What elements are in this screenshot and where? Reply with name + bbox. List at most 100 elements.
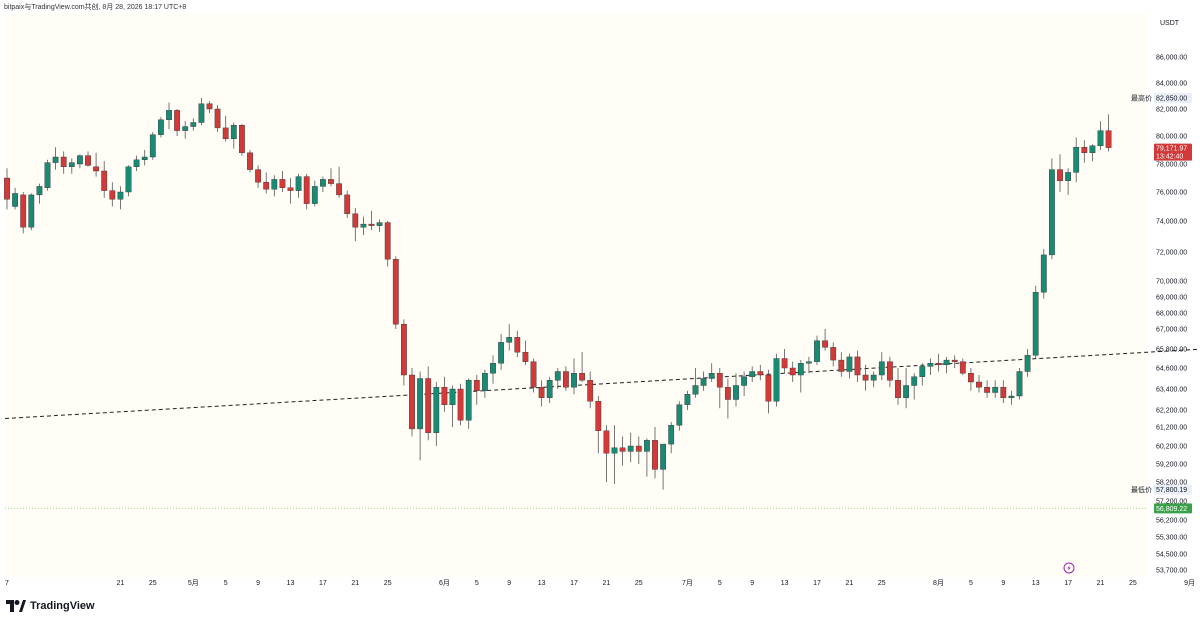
candle [336,166,342,198]
candle-body-up [52,156,59,163]
candle [157,117,164,138]
candle [498,334,504,370]
candle-body-up [1097,130,1104,147]
candle-body-up [230,124,237,139]
candle [279,171,286,192]
candle-body-up [271,179,278,190]
candle [401,319,407,386]
candle [838,352,845,377]
candle-body-up [846,356,853,372]
candle-body-down [238,124,245,153]
candle-body-up [417,378,423,430]
candle [1097,121,1104,150]
time-tick-label: 21 [846,580,854,587]
candle-body-down [895,380,901,398]
time-tick-label: 5 [718,580,722,587]
candle-body-up [749,371,756,377]
candle-body-down [1000,387,1007,398]
candle-body-down [247,152,253,170]
time-tick-label: 17 [319,580,327,587]
time-tick-label: 25 [878,580,886,587]
price-tick-label: 84,000.00 [1156,81,1187,88]
candle [303,173,310,210]
candle [206,101,213,114]
price-tick-label: 58,200.00 [1156,480,1187,487]
candle [951,355,958,368]
time-axis[interactable]: 7 21 25 5月 5 9 13 17 21 25 6月 5 9 13 17 21 25 7月 5 9 13 17 21 2… [5,579,1200,587]
price-axis[interactable]: USDT 86,000.00 84,000.00 82,000.00 80,000.0… [1156,20,1187,575]
candle-body-up [554,371,561,381]
time-tick-label: 9 [1001,580,1005,587]
candle-body-up [498,342,504,364]
candle-body-up [44,162,51,189]
candle-body-up [992,387,999,393]
candle-body-down [725,387,731,400]
candle-body-up [125,166,132,193]
time-tick-label: 25 [635,580,643,587]
candle [490,355,496,384]
candle [76,154,83,169]
candle-body-down [959,361,966,374]
candle-body-up [1016,371,1023,397]
candle-body-up [295,176,302,191]
tradingview-logo[interactable]: TradingView [6,598,95,614]
candle-body-down [514,337,521,353]
candle [903,368,910,409]
candle [830,342,837,367]
price-axis-unit: USDT [1160,20,1180,27]
candle-body-down [392,259,399,325]
candle-body-up [627,445,634,452]
candle-body-down [473,380,480,391]
candle-body-up [1040,254,1047,293]
candle-body-up [919,366,926,377]
candle-body-down [635,445,642,452]
price-tick-label: 62,200.00 [1156,408,1187,415]
candle [174,109,180,136]
candle-body-down [255,169,261,183]
candle [465,378,472,429]
price-tick-label: 56,200.00 [1156,518,1187,525]
candle [789,361,796,382]
time-tick-label: 17 [570,580,578,587]
candle-body-up [571,373,577,388]
candle-body-down [951,359,958,362]
candle-body-up [684,394,691,405]
candle [449,385,456,427]
candle [101,161,108,198]
candle [368,210,375,231]
candle-body-up [773,358,780,402]
candle-body-down [595,401,602,431]
candle [255,165,261,188]
trendline[interactable] [4,347,1200,419]
candle [984,380,991,398]
candle-body-up [149,134,156,158]
time-tick-label: 9月 [1184,579,1195,587]
candle [222,115,229,142]
candle [198,97,205,126]
tradingview-logo-icon [6,600,26,612]
time-tick-label: 8月 [933,579,944,587]
lightning-icon[interactable] [1063,562,1075,574]
price-tick-label: 76,000.00 [1156,190,1187,197]
candle-body-up [676,404,683,426]
candle [376,219,383,232]
time-tick-label: 17 [1064,580,1072,587]
price-tag-box [1154,143,1192,161]
price-tick-label: 57,200.00 [1156,499,1187,506]
time-tick-label: 13 [1032,580,1040,587]
candle [563,366,569,391]
candle [93,152,100,177]
candle [12,187,18,210]
candle-body-down [579,373,586,381]
candle [1008,390,1015,405]
candle-body-down [303,176,310,204]
candle [1073,137,1080,183]
candle [1024,349,1031,377]
candle [546,376,553,403]
candle-body-up [157,119,164,135]
price-tick-label: 60,200.00 [1156,444,1187,451]
candle [895,368,901,405]
high-price-value: 82,850.00 [1156,95,1187,102]
